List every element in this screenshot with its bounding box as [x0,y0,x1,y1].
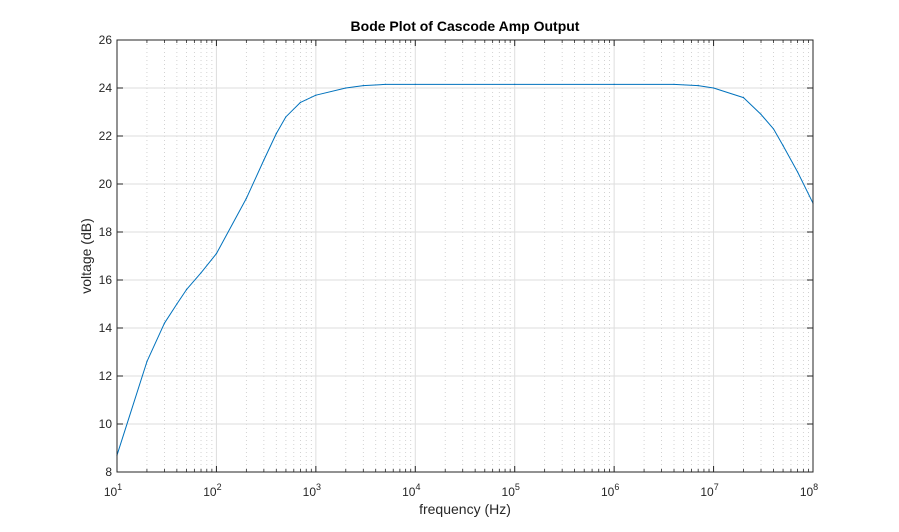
series-point [772,128,775,130]
x-tick-label: 101 [104,482,122,499]
series-point [712,87,715,89]
series-point [697,85,699,87]
series-point [263,159,265,161]
series-point [673,83,675,85]
x-axis-title: frequency (Hz) [419,501,511,517]
x-tick-exponent: 3 [316,482,321,492]
x-tick-base: 10 [502,485,516,499]
x-tick-exponent: 1 [117,482,122,492]
x-tick-base: 10 [402,485,416,499]
series-point [275,133,277,135]
series-point [299,101,302,103]
tick-marks [116,39,814,473]
series-point [760,113,762,115]
series-point [176,303,178,305]
y-tick-label: 8 [105,465,112,479]
x-tick-label: 108 [800,482,818,499]
x-tick-label: 105 [502,482,520,499]
x-tick-label: 102 [203,482,221,499]
minor-grid [146,40,809,472]
x-tick-exponent: 7 [714,482,719,492]
y-tick-label: 24 [99,81,113,95]
series-point [796,171,799,173]
series-point [345,87,347,89]
series-point [315,94,317,96]
series-point [245,197,247,199]
x-tick-exponent: 2 [217,482,222,492]
series-point [384,83,386,85]
series-point [163,322,166,324]
plot-area [117,40,813,472]
x-tick-base: 10 [700,485,714,499]
series-point [215,253,218,255]
series-point [613,83,615,85]
series-point [414,83,416,85]
y-tick-label: 12 [99,369,113,383]
x-tick-exponent: 4 [415,482,420,492]
x-tick-base: 10 [303,485,317,499]
y-tick-label: 16 [99,273,113,287]
x-tick-exponent: 8 [813,482,818,492]
plot-box [116,39,814,473]
y-tick-labels: 8 10 12 14 16 18 20 22 24 26 [99,33,113,479]
x-tick-labels: 101 102 103 104 105 106 107 108 [104,482,818,499]
series-point [742,97,745,99]
series-point [782,145,784,147]
x-tick-exponent: 6 [614,482,619,492]
series-point [200,272,202,274]
x-tick-base: 10 [601,485,615,499]
y-tick-label: 18 [99,225,113,239]
series-point [514,83,516,85]
x-tick-label: 106 [601,482,619,499]
x-tick-base: 10 [203,485,217,499]
x-tick-label: 107 [700,482,718,499]
y-tick-label: 20 [99,177,113,191]
series-point [285,116,287,118]
series-line [116,83,814,456]
x-tick-label: 103 [303,482,321,499]
x-tick-exponent: 5 [515,482,520,492]
chart-title: Bode Plot of Cascode Amp Output [351,18,580,34]
x-tick-label: 104 [402,482,420,499]
y-tick-label: 22 [99,129,113,143]
y-tick-label: 10 [99,417,113,431]
series-point [185,289,188,291]
x-tick-base: 10 [800,485,814,499]
series-point [146,361,148,363]
y-axis-title: voltage (dB) [78,218,94,293]
x-tick-base: 10 [104,485,118,499]
y-tick-label: 14 [99,321,113,335]
y-tick-label: 26 [99,33,113,47]
series-point [362,85,364,87]
